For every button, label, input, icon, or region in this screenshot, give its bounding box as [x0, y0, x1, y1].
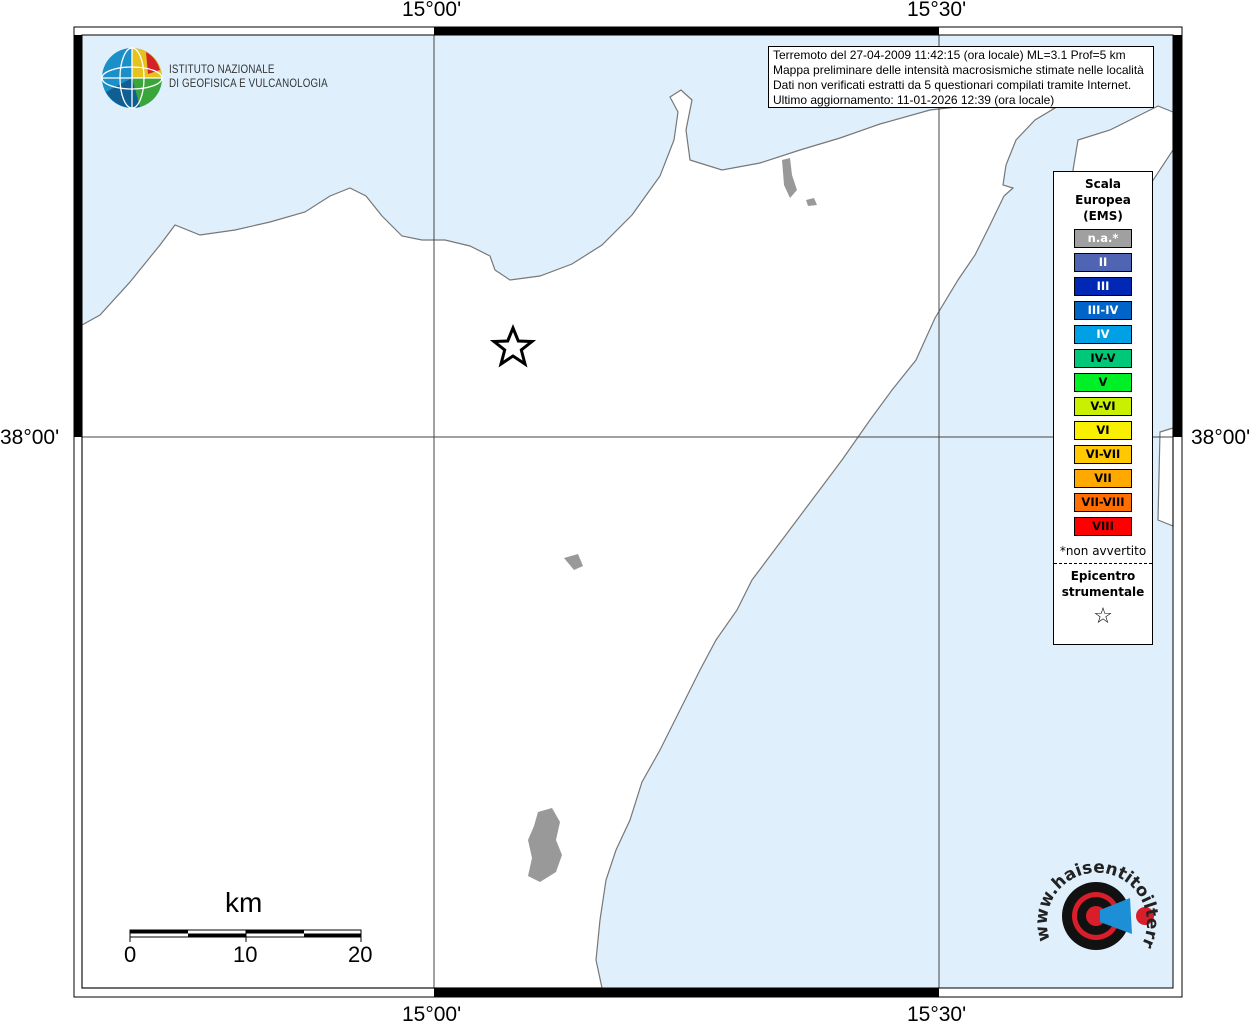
legend-item: V [1074, 373, 1132, 392]
ingv-logo-text: ISTITUTO NAZIONALE DI GEOFISICA E VULCAN… [169, 63, 328, 91]
legend-note: *non avvertito [1059, 544, 1147, 558]
lake [564, 554, 583, 570]
legend-item: n.a.* [1074, 229, 1132, 248]
data-source: Dati non verificati estratti da 5 questi… [773, 78, 1132, 92]
legend-title-line: Scala [1084, 177, 1122, 191]
frame-segment [434, 988, 939, 997]
epicenter-star-icon [489, 324, 537, 368]
legend-item: VII-VIII [1074, 493, 1132, 512]
scale-tick-label: 10 [233, 942, 258, 967]
ingv-logo-icon [101, 47, 163, 109]
legend-item: VI [1074, 421, 1132, 440]
legend-title-line: Europea [1075, 193, 1131, 207]
coord-right: 38°00' [1191, 426, 1251, 449]
epicenter-label-line: strumentale [1061, 585, 1145, 599]
event-title: Terremoto del 27-04-2009 11:42:15 (ora l… [773, 48, 1126, 62]
legend-item: VII [1074, 469, 1132, 488]
legend-item: IV-V [1074, 349, 1132, 368]
legend-item: VI-VII [1074, 445, 1132, 464]
scale-segment [188, 933, 246, 937]
coord-bottom-1: 15°00' [402, 1003, 462, 1026]
scale-segment [130, 930, 188, 934]
lake [528, 808, 562, 882]
legend-item: V-VI [1074, 397, 1132, 416]
scale-segment [304, 933, 361, 937]
land-calabria-south [1157, 427, 1174, 527]
intensity-legend: Scala Europea (EMS) n.a.* II III III-IV IV IV… [1053, 171, 1153, 645]
frame-segment [1173, 35, 1182, 437]
scale-segment [246, 930, 304, 934]
scale-tick-label: 0 [124, 942, 137, 967]
last-update: Ultimo aggiornamento: 11-01-2026 12:39 (… [773, 93, 1055, 107]
legend-item: II [1074, 253, 1132, 272]
legend-title-line: (EMS) [1083, 209, 1123, 223]
event-info-box: Terremoto del 27-04-2009 11:42:15 (ora l… [768, 46, 1154, 108]
epicenter-label: Epicentro strumentale [1054, 568, 1152, 600]
islet [782, 158, 797, 198]
coord-bottom-2: 15°30' [907, 1003, 967, 1026]
map-description: Mappa preliminare delle intensità macros… [773, 63, 1144, 77]
scale-unit: km [225, 887, 263, 918]
legend-divider [1054, 563, 1152, 564]
legend-items: n.a.* II III III-IV IV IV-V V V-VI VI VI-VII VII VI… [1054, 229, 1152, 536]
legend-item: IV [1074, 325, 1132, 344]
scale-tick-label: 20 [348, 942, 373, 967]
ingv-line: ISTITUTO NAZIONALE [169, 64, 275, 76]
epicenter-label-line: Epicentro [1070, 569, 1136, 583]
coord-top-1: 15°00' [402, 0, 462, 21]
star-icon: ☆ [1093, 604, 1113, 629]
frame-segment [74, 35, 82, 437]
land-sicily [81, 89, 1057, 989]
legend-item: VIII [1074, 517, 1132, 536]
frame-segment [434, 27, 939, 35]
ingv-line: DI GEOFISICA E VULCANOLOGIA [169, 78, 328, 90]
coord-top-2: 15°30' [907, 0, 967, 21]
legend-item: III [1074, 277, 1132, 296]
coord-left: 38°00' [0, 426, 60, 449]
legend-item: III-IV [1074, 301, 1132, 320]
islet [806, 198, 817, 206]
legend-title: Scala Europea (EMS) [1054, 176, 1152, 224]
